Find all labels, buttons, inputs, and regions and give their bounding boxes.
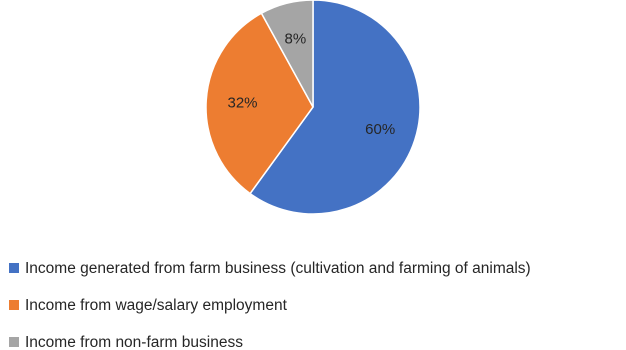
pie-data-labels: 60% 32% 8% (227, 31, 395, 138)
legend-label-2: Income from wage/salary employment (25, 297, 288, 314)
legend-swatch-2 (9, 300, 19, 310)
legend-item-1: Income generated from farm business (cul… (9, 260, 531, 277)
legend-item-2: Income from wage/salary employment (9, 297, 288, 314)
pie-slice-2 (205, 12, 314, 195)
data-label-1: 60% (365, 121, 395, 138)
legend-label-3: Income from non-farm business (25, 334, 243, 350)
pie-slice-3 (260, 0, 314, 108)
legend-item-3: Income from non-farm business (9, 334, 243, 350)
pie-slices (205, 0, 421, 215)
chart-legend: Income generated from farm business (cul… (9, 260, 531, 350)
legend-swatch-1 (9, 263, 19, 273)
data-label-3: 8% (285, 31, 307, 48)
legend-swatch-3 (9, 337, 19, 347)
legend-label-1: Income generated from farm business (cul… (25, 260, 531, 277)
data-label-2: 32% (227, 95, 257, 112)
pie-slice-1 (249, 0, 421, 215)
